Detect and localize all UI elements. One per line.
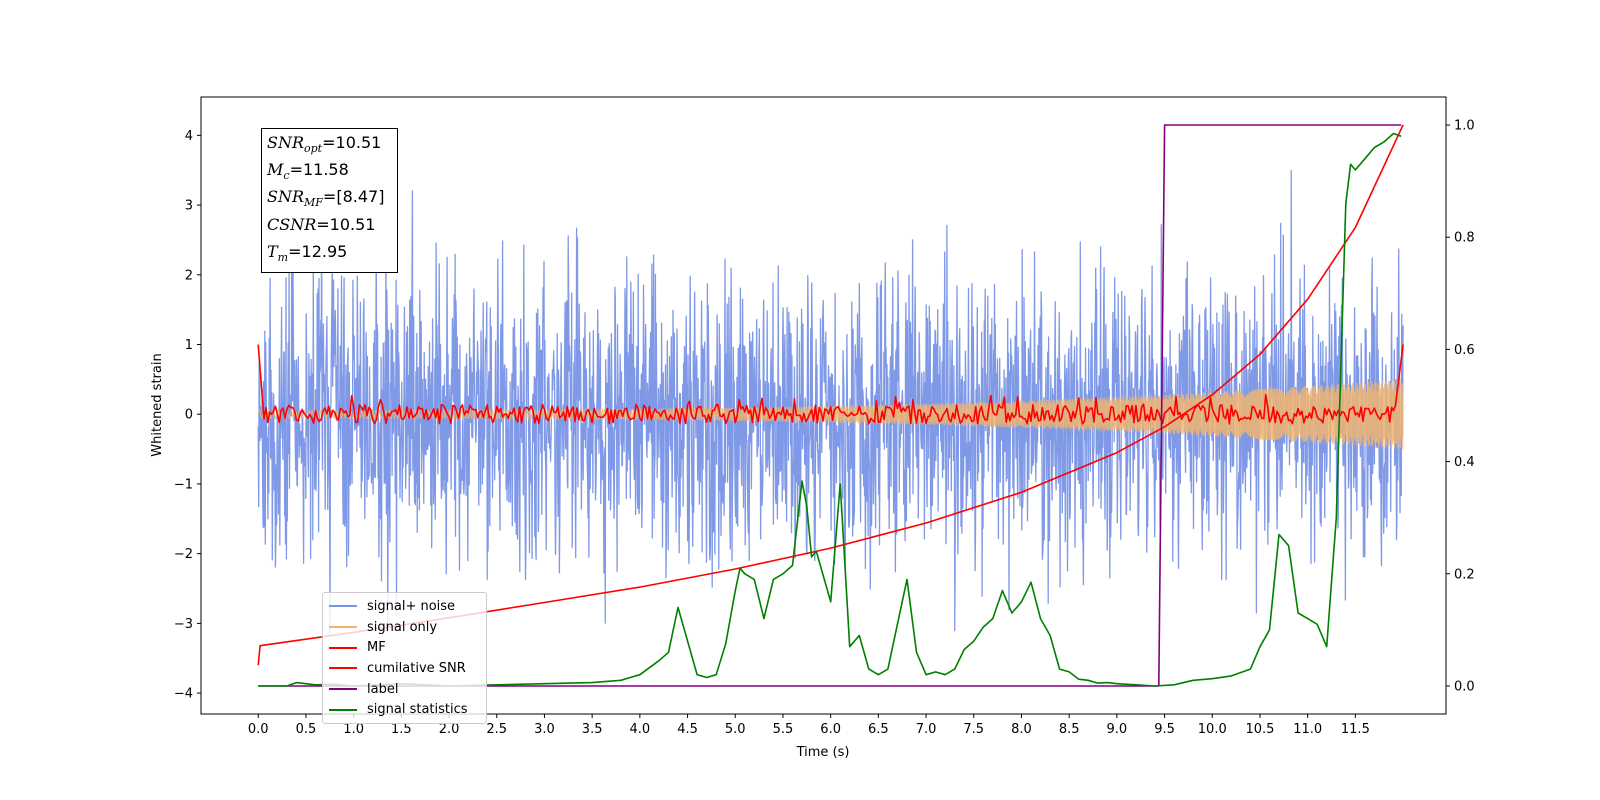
annotation-symbol: SNR [267,133,305,152]
y2-tick-label: 1.0 [1454,119,1475,134]
annotation-subscript: m [277,250,289,264]
annotation-snr-mf: SNRMF=[8.47] [267,186,392,213]
legend-label: signal statistics [367,702,468,718]
legend-swatch [329,667,357,670]
x-tick-label: 2.0 [439,722,460,737]
y-tick-label: 0 [185,408,193,423]
snr-annotation-box: SNRopt=10.51 Mc=11.58 SNRMF=[8.47] CSNR=… [261,128,398,273]
legend-label: signal only [367,619,438,635]
x-tick-label: 11.0 [1293,722,1322,737]
annotation-snr-opt: SNRopt=10.51 [267,132,392,159]
y2-tick-label: 0.4 [1454,455,1475,470]
y-tick-label: −3 [174,617,193,632]
x-tick-label: 7.0 [916,722,937,737]
x-axis-label: Time (s) [796,745,850,760]
y-tick-label: 4 [185,129,193,144]
y-tick-label: −1 [174,477,193,492]
series-mf-line [257,344,1404,425]
annotation-tm: Tm=12.95 [267,241,392,268]
legend-swatch [329,605,357,608]
legend-item-cumulative-snr: cumilative SNR [327,658,482,679]
annotation-subscript: opt [304,142,323,156]
y2-axis-ticks: 1.0 0.8 0.6 0.4 0.2 0.0 [1446,119,1475,694]
y-tick-label: 1 [185,338,193,353]
annotation-subscript: MF [304,196,323,210]
y-tick-label: 2 [185,268,193,283]
annotation-value: =12.95 [288,241,348,261]
x-tick-label: 1.5 [391,722,412,737]
x-tick-label: 10.0 [1198,722,1227,737]
x-tick-label: 3.5 [582,722,603,737]
x-tick-label: 4.5 [677,722,698,737]
legend-item-label: label [327,679,482,700]
y-tick-label: −4 [174,687,193,702]
legend-item-signal-only: signal only [327,617,482,638]
y-tick-label: 3 [185,199,193,214]
y2-tick-label: 0.2 [1454,567,1475,582]
x-tick-label: 6.5 [868,722,889,737]
x-tick-label: 0.5 [296,722,317,737]
x-tick-label: 0.0 [248,722,269,737]
x-tick-label: 5.0 [725,722,746,737]
legend-label: MF [367,640,386,656]
annotation-value: =10.51 [322,133,382,152]
legend-swatch [329,626,357,629]
series-signal-statistics-line [258,132,1402,687]
annotation-symbol: T [267,241,278,261]
x-tick-label: 9.5 [1154,722,1175,737]
x-tick-label: 2.5 [486,722,507,737]
x-axis-ticks: 0.0 0.5 1.0 1.5 2.0 2.5 3.0 3.5 4.0 4.5 5.0 5.5 6.0 6… [248,714,1370,737]
x-tick-label: 10.5 [1245,722,1274,737]
series-signal-only-line [257,379,1404,450]
annotation-chirp-mass: Mc=11.58 [267,159,392,186]
annotation-subscript: c [283,169,290,183]
y2-tick-label: 0.6 [1454,343,1475,358]
x-tick-label: 8.0 [1011,722,1032,737]
series-label-line [258,124,1402,687]
annotation-symbol: CSNR [267,214,317,234]
legend-label: signal+ noise [367,598,456,614]
y-axis-ticks: 4 3 2 1 0 −1 −2 −3 −4 [174,129,201,702]
x-tick-label: 8.5 [1059,722,1080,737]
x-tick-label: 11.5 [1341,722,1370,737]
x-tick-label: 4.0 [630,722,651,737]
annotation-symbol: SNR [267,187,305,207]
annotation-value: =10.51 [316,214,376,234]
y-axis-label: Whitened strain [150,353,165,456]
x-tick-label: 1.0 [343,722,364,737]
legend-item-signal-statistics: signal statistics [327,699,482,720]
legend-swatch [329,708,357,711]
legend-item-mf: MF [327,637,482,658]
x-tick-label: 6.0 [820,722,841,737]
annotation-value: =11.58 [289,160,349,180]
y-tick-label: −2 [174,547,193,562]
annotation-symbol: M [267,160,284,180]
y2-tick-label: 0.0 [1454,679,1475,694]
legend-label: label [367,681,399,697]
annotation-value: =[8.47] [322,187,385,207]
legend-label: cumilative SNR [367,660,466,676]
legend: signal+ noise signal only MF cumilative … [322,592,487,725]
x-tick-label: 7.5 [963,722,984,737]
legend-swatch [329,688,357,691]
legend-swatch [329,646,357,649]
x-tick-label: 5.5 [773,722,794,737]
annotation-csnr: CSNR=10.51 [267,214,392,241]
x-tick-label: 9.0 [1107,722,1128,737]
plot-frame [200,96,1447,715]
legend-item-signal-noise: signal+ noise [327,596,482,617]
y2-tick-label: 0.8 [1454,231,1475,246]
x-tick-label: 3.0 [534,722,555,737]
